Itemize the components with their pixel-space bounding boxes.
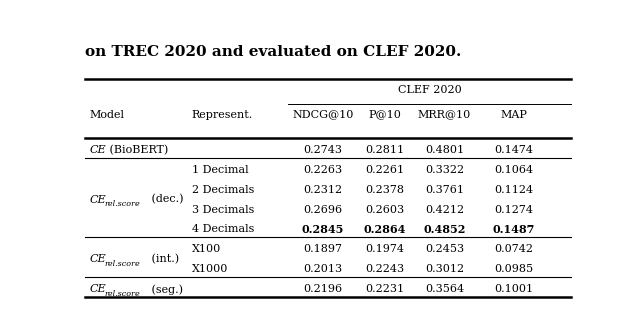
Text: 0.1001: 0.1001 <box>495 284 534 294</box>
Text: 0.2811: 0.2811 <box>365 145 404 155</box>
Text: 0.1474: 0.1474 <box>495 145 534 155</box>
Text: 0.3761: 0.3761 <box>425 185 464 195</box>
Text: 0.2231: 0.2231 <box>365 284 404 294</box>
Text: Model: Model <box>90 110 125 120</box>
Text: 4 Decimals: 4 Decimals <box>191 224 254 234</box>
Text: 0.2378: 0.2378 <box>365 185 404 195</box>
Text: 0.2845: 0.2845 <box>302 224 344 235</box>
Text: 0.2243: 0.2243 <box>365 264 404 274</box>
Text: 0.2196: 0.2196 <box>303 284 342 294</box>
Text: 0.4801: 0.4801 <box>425 145 464 155</box>
Text: rel.score: rel.score <box>105 290 141 298</box>
Text: 0.2603: 0.2603 <box>365 204 404 215</box>
Text: 0.0742: 0.0742 <box>495 244 534 254</box>
Text: 0.3322: 0.3322 <box>425 165 464 175</box>
Text: CE: CE <box>90 145 106 155</box>
Text: 0.2696: 0.2696 <box>303 204 342 215</box>
Text: 0.1124: 0.1124 <box>495 185 534 195</box>
Text: CLEF 2020: CLEF 2020 <box>398 85 461 95</box>
Text: Represent.: Represent. <box>191 110 253 120</box>
Text: 0.1974: 0.1974 <box>365 244 404 254</box>
Text: X1000: X1000 <box>191 264 228 274</box>
Text: (BioBERT): (BioBERT) <box>106 144 168 155</box>
Text: 0.4212: 0.4212 <box>425 204 464 215</box>
Text: X100: X100 <box>191 244 221 254</box>
Text: 0.3564: 0.3564 <box>425 284 464 294</box>
Text: rel.score: rel.score <box>105 200 141 208</box>
Text: 0.1274: 0.1274 <box>495 204 534 215</box>
Text: MRR@10: MRR@10 <box>418 110 471 120</box>
Text: 0.0985: 0.0985 <box>495 264 534 274</box>
Text: NDCG@10: NDCG@10 <box>292 110 354 120</box>
Text: 0.2263: 0.2263 <box>303 165 342 175</box>
Text: CE: CE <box>90 254 106 264</box>
Text: 0.2864: 0.2864 <box>364 224 406 235</box>
Text: 0.2261: 0.2261 <box>365 165 404 175</box>
Text: 0.4852: 0.4852 <box>424 224 466 235</box>
Text: (seg.): (seg.) <box>148 284 184 295</box>
Text: 0.2453: 0.2453 <box>425 244 464 254</box>
Text: 0.2312: 0.2312 <box>303 185 342 195</box>
Text: CE: CE <box>90 284 106 294</box>
Text: 2 Decimals: 2 Decimals <box>191 185 254 195</box>
Text: 0.1064: 0.1064 <box>495 165 534 175</box>
Text: (dec.): (dec.) <box>148 194 184 205</box>
Text: on TREC 2020 and evaluated on CLEF 2020.: on TREC 2020 and evaluated on CLEF 2020. <box>85 45 461 59</box>
Text: 0.3012: 0.3012 <box>425 264 464 274</box>
Text: CE: CE <box>90 195 106 204</box>
Text: 3 Decimals: 3 Decimals <box>191 204 254 215</box>
Text: 0.1897: 0.1897 <box>303 244 342 254</box>
Text: 1 Decimal: 1 Decimal <box>191 165 248 175</box>
Text: rel.score: rel.score <box>105 260 141 268</box>
Text: MAP: MAP <box>500 110 527 120</box>
Text: 0.2013: 0.2013 <box>303 264 342 274</box>
Text: 0.1487: 0.1487 <box>493 224 535 235</box>
Text: (int.): (int.) <box>148 254 180 264</box>
Text: P@10: P@10 <box>369 110 401 120</box>
Text: 0.2743: 0.2743 <box>303 145 342 155</box>
